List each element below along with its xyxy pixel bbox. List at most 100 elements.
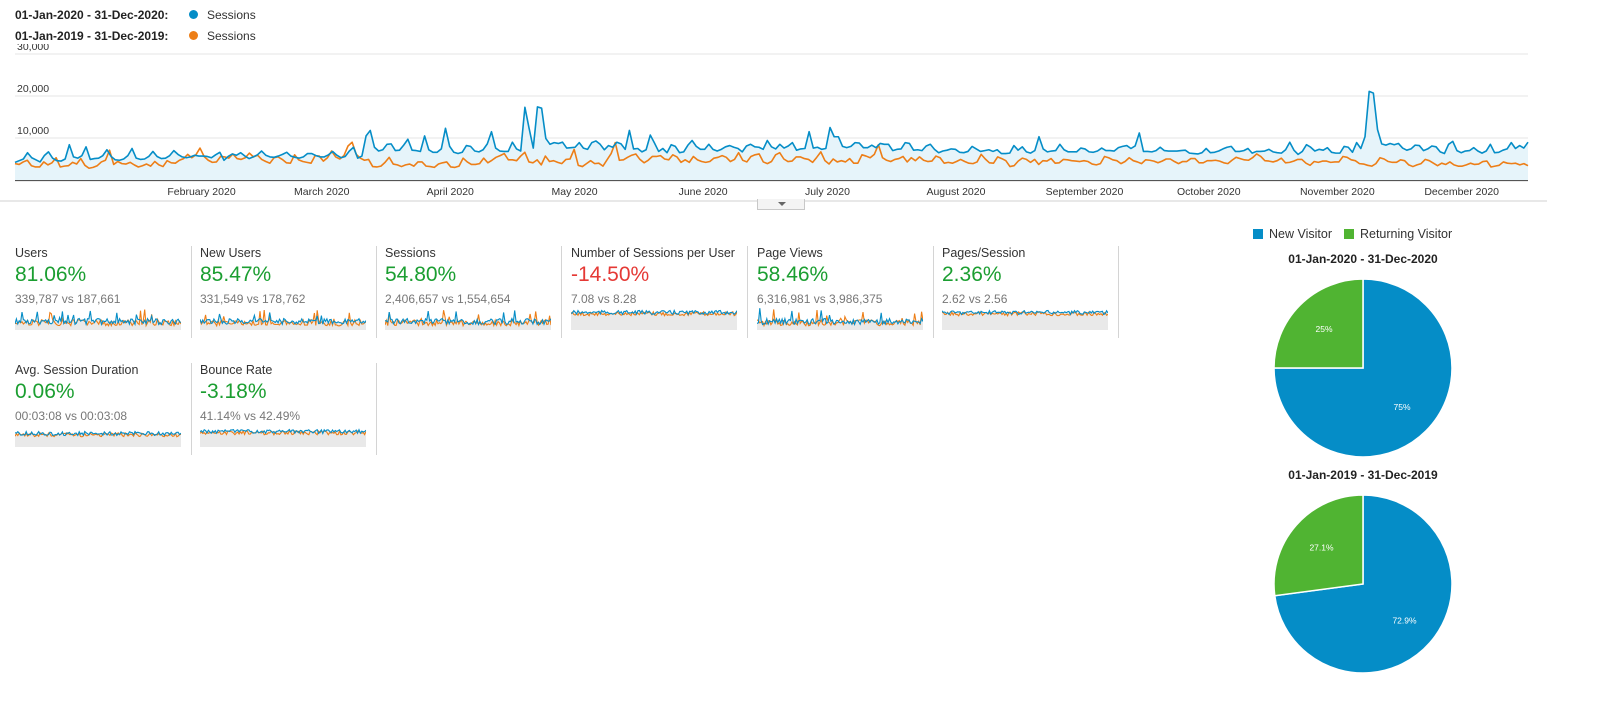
legend-row-previous[interactable]: 01-Jan-2019 - 31-Dec-2019: Sessions — [15, 25, 256, 46]
x-tick-label: September 2020 — [1046, 186, 1124, 198]
legend-range-label: 01-Jan-2020 - 31-Dec-2020: — [15, 7, 169, 22]
metric-label: New Users — [200, 246, 262, 260]
metric-new-users[interactable]: New Users 85.47% 331,549 vs 178,762 — [200, 246, 377, 338]
series-area — [15, 91, 1528, 180]
metric-change: -14.50% — [571, 263, 650, 286]
metric-label: Number of Sessions per User — [571, 246, 735, 260]
pie-slice-returning-visitor[interactable] — [1273, 494, 1364, 597]
pie-slice-returning-visitor[interactable] — [1273, 278, 1364, 369]
sparkline-area — [942, 310, 1108, 330]
metric-sparkline — [571, 309, 737, 330]
pie-title-2020: 01-Jan-2020 - 31-Dec-2020 — [1288, 252, 1438, 266]
x-tick-label: April 2020 — [427, 186, 474, 198]
y-tick-label: 10,000 — [17, 125, 49, 137]
metric-label: Avg. Session Duration — [15, 363, 139, 377]
metric-sparkline — [15, 309, 181, 330]
pie-slice-label: 27.1% — [1309, 543, 1334, 553]
collapse-chart-button[interactable] — [757, 199, 805, 210]
pie-slice-label: 25% — [1315, 324, 1332, 334]
metric-sparkline — [385, 310, 551, 330]
y-axis-ticks: 30,000 20,000 10,000 — [17, 44, 49, 137]
metric-label: Users — [15, 246, 48, 260]
metric-pages-per-session[interactable]: Pages/Session 2.36% 2.62 vs 2.56 — [942, 246, 1119, 338]
metric-avg-session-duration[interactable]: Avg. Session Duration 0.06% 00:03:08 vs … — [15, 363, 192, 455]
metric-label: Page Views — [757, 246, 823, 260]
metric-label: Bounce Rate — [200, 363, 273, 377]
x-tick-label: March 2020 — [294, 186, 350, 198]
metric-sessions-per-user[interactable]: Number of Sessions per User -14.50% 7.08… — [571, 246, 748, 338]
pie-legend: New Visitor Returning Visitor — [1253, 227, 1452, 241]
x-tick-label: August 2020 — [926, 186, 985, 198]
legend-metric-label: Sessions — [207, 28, 256, 43]
metric-label: Sessions — [385, 246, 436, 260]
pie-slice-label: 72.9% — [1392, 615, 1417, 625]
sparkline-2020 — [385, 310, 551, 326]
metric-compare: 331,549 vs 178,762 — [200, 292, 306, 306]
metric-change: 2.36% — [942, 263, 1002, 286]
metric-compare: 41.14% vs 42.49% — [200, 409, 301, 423]
pie-legend-label-new[interactable]: New Visitor — [1269, 227, 1332, 241]
metric-sparkline — [757, 308, 923, 330]
x-axis-ticks: February 2020 March 2020 April 2020 May 202… — [167, 186, 1499, 198]
sparkline-area — [571, 310, 737, 330]
metric-compare: 2,406,657 vs 1,554,654 — [385, 292, 511, 306]
metric-bounce-rate[interactable]: Bounce Rate -3.18% 41.14% vs 42.49% — [200, 363, 377, 455]
metric-change: -3.18% — [200, 380, 267, 403]
series-line-2019 — [14, 141, 1529, 170]
grid-lines — [0, 53, 1547, 202]
sparkline-2020 — [200, 428, 366, 436]
sessions-line-chart[interactable]: 30,000 20,000 10,000 February 2020 March 20… — [0, 44, 1550, 204]
sparkline-2020 — [757, 308, 923, 327]
sparkline-area — [15, 311, 181, 330]
y-tick-label: 20,000 — [17, 83, 49, 95]
metric-sparkline — [942, 309, 1108, 330]
returning-visitor-swatch-icon — [1343, 229, 1354, 239]
sparkline-area — [200, 312, 366, 330]
legend-row-current[interactable]: 01-Jan-2020 - 31-Dec-2020: Sessions — [15, 4, 256, 25]
metric-compare: 6,316,981 vs 3,986,375 — [757, 292, 883, 306]
chevron-down-icon — [778, 202, 786, 206]
sparkline-area — [757, 308, 923, 330]
metric-change: 0.06% — [15, 380, 75, 403]
chart-legend: 01-Jan-2020 - 31-Dec-2020: Sessions 01-J… — [15, 4, 256, 46]
legend-dot-icon — [189, 31, 198, 40]
metric-users[interactable]: Users 81.06% 339,787 vs 187,661 — [15, 246, 192, 338]
pie-title-2019: 01-Jan-2019 - 31-Dec-2019 — [1288, 468, 1438, 482]
legend-metric-label: Sessions — [207, 7, 256, 22]
metric-change: 81.06% — [15, 263, 87, 286]
legend-dot-icon — [189, 10, 198, 19]
visitor-type-pie-2019[interactable]: 72.9% 27.1% — [1271, 492, 1455, 676]
x-tick-label: May 2020 — [552, 186, 598, 198]
new-visitor-swatch-icon — [1253, 229, 1263, 239]
y-tick-label: 30,000 — [17, 44, 49, 53]
x-tick-label: July 2020 — [805, 186, 850, 198]
visitor-type-pie-2020[interactable]: 75% 25% — [1271, 276, 1455, 460]
metric-compare: 7.08 vs 8.28 — [571, 292, 637, 306]
pie-legend-label-returning[interactable]: Returning Visitor — [1359, 227, 1453, 241]
metric-sessions[interactable]: Sessions 54.80% 2,406,657 vs 1,554,654 — [385, 246, 562, 338]
metric-sparkline — [15, 430, 181, 447]
metric-sparkline — [200, 310, 366, 330]
metric-page-views[interactable]: Page Views 58.46% 6,316,981 vs 3,986,375 — [757, 246, 934, 338]
sparkline-2020 — [942, 309, 1108, 316]
series-lines — [14, 90, 1529, 170]
metric-compare: 2.62 vs 2.56 — [942, 292, 1008, 306]
legend-range-label: 01-Jan-2019 - 31-Dec-2019: — [15, 28, 169, 43]
metric-compare: 339,787 vs 187,661 — [15, 292, 121, 306]
sparkline-2020 — [200, 312, 366, 326]
metric-change: 58.46% — [757, 263, 829, 286]
metric-change: 54.80% — [385, 263, 457, 286]
x-tick-label: October 2020 — [1177, 186, 1241, 198]
metric-change: 85.47% — [200, 263, 272, 286]
sparkline-2020 — [15, 310, 181, 327]
metric-label: Pages/Session — [942, 246, 1026, 260]
metric-compare: 00:03:08 vs 00:03:08 — [15, 409, 128, 423]
sparkline-2020 — [571, 309, 737, 316]
x-tick-label: December 2020 — [1424, 186, 1499, 198]
metric-sparkline — [200, 428, 366, 447]
x-tick-label: February 2020 — [167, 186, 235, 198]
series-line-2020 — [14, 90, 1529, 164]
x-tick-label: November 2020 — [1300, 186, 1375, 198]
pie-slice-label: 75% — [1393, 402, 1410, 412]
sparkline-area — [385, 310, 551, 330]
